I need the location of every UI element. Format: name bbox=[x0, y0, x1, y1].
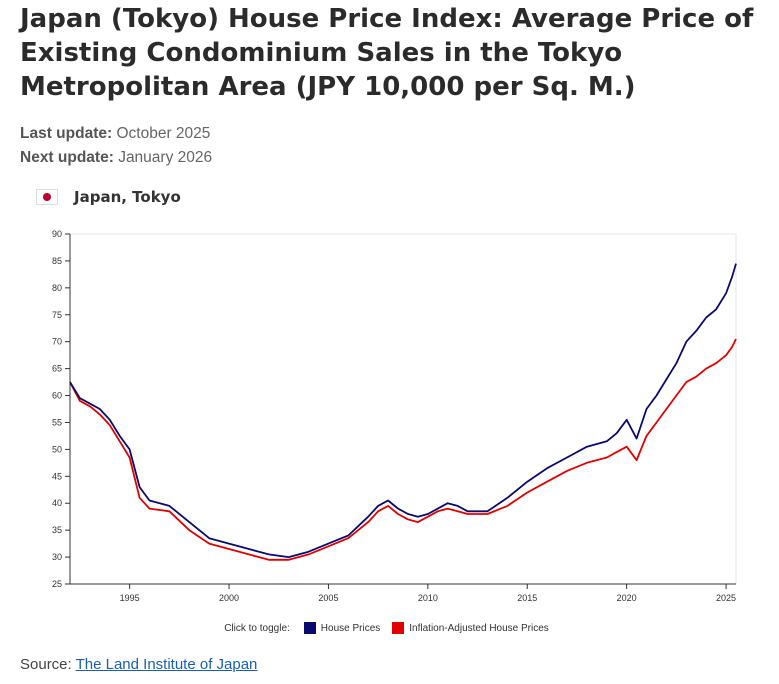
series-name: Japan, Tokyo bbox=[74, 188, 181, 206]
y-tick-label: 45 bbox=[52, 471, 62, 481]
x-tick-label: 2005 bbox=[318, 593, 338, 603]
series-line-inflation-adjusted bbox=[69, 338, 737, 561]
plot-area bbox=[69, 233, 737, 585]
y-tick-label: 25 bbox=[52, 579, 62, 589]
chart-title: Japan (Tokyo) House Price Index: Average… bbox=[20, 4, 754, 102]
series-tag: Japan, Tokyo bbox=[36, 188, 181, 206]
chart-legend: Click to toggle: House Prices Inflation-… bbox=[0, 622, 779, 634]
next-update-label: Next update: bbox=[20, 149, 114, 166]
next-update: Next update: January 2026 bbox=[20, 149, 212, 167]
x-tick-label: 2015 bbox=[517, 593, 537, 603]
x-tick-label: 2010 bbox=[418, 593, 438, 603]
next-update-value: January 2026 bbox=[118, 149, 213, 166]
y-tick-label: 50 bbox=[52, 444, 62, 454]
x-tick-label: 2000 bbox=[219, 593, 239, 603]
y-tick-label: 65 bbox=[52, 364, 62, 374]
source-line: Source: The Land Institute of Japan bbox=[20, 656, 257, 673]
legend-label-house-prices: House Prices bbox=[320, 622, 381, 634]
y-tick-label: 30 bbox=[52, 552, 62, 562]
series-line-house-prices bbox=[69, 263, 737, 558]
y-tick-label: 90 bbox=[52, 229, 62, 239]
y-tick-label: 85 bbox=[52, 256, 62, 266]
last-update-label: Last update: bbox=[20, 125, 113, 142]
legend-item-house-prices[interactable]: House Prices bbox=[303, 622, 381, 634]
last-update-value: October 2025 bbox=[116, 125, 211, 142]
legend-swatch-house-prices bbox=[303, 622, 316, 634]
japan-flag-icon bbox=[36, 189, 58, 205]
x-tick-label: 1995 bbox=[120, 593, 140, 603]
y-tick-label: 35 bbox=[52, 525, 62, 535]
x-tick-label: 2025 bbox=[716, 593, 736, 603]
legend-hint: Click to toggle: bbox=[224, 622, 290, 634]
legend-item-inflation-adjusted[interactable]: Inflation-Adjusted House Prices bbox=[392, 622, 549, 634]
x-tick-label: 2020 bbox=[617, 593, 637, 603]
y-tick-label: 40 bbox=[52, 498, 62, 508]
last-update: Last update: October 2025 bbox=[20, 125, 210, 143]
y-tick-label: 70 bbox=[52, 337, 62, 347]
y-tick-label: 80 bbox=[52, 283, 62, 293]
y-tick-label: 60 bbox=[52, 391, 62, 401]
legend-label-inflation-adjusted: Inflation-Adjusted House Prices bbox=[409, 622, 549, 634]
source-link[interactable]: The Land Institute of Japan bbox=[75, 656, 258, 673]
y-tick-label: 75 bbox=[52, 310, 62, 320]
line-chart: 25 30 35 40 45 50 55 60 65 70 75 80 85 90 1995 2000 2005… bbox=[52, 229, 737, 603]
y-tick-label: 55 bbox=[52, 417, 62, 427]
legend-swatch-inflation-adjusted bbox=[392, 622, 405, 634]
source-label: Source: bbox=[20, 656, 72, 673]
